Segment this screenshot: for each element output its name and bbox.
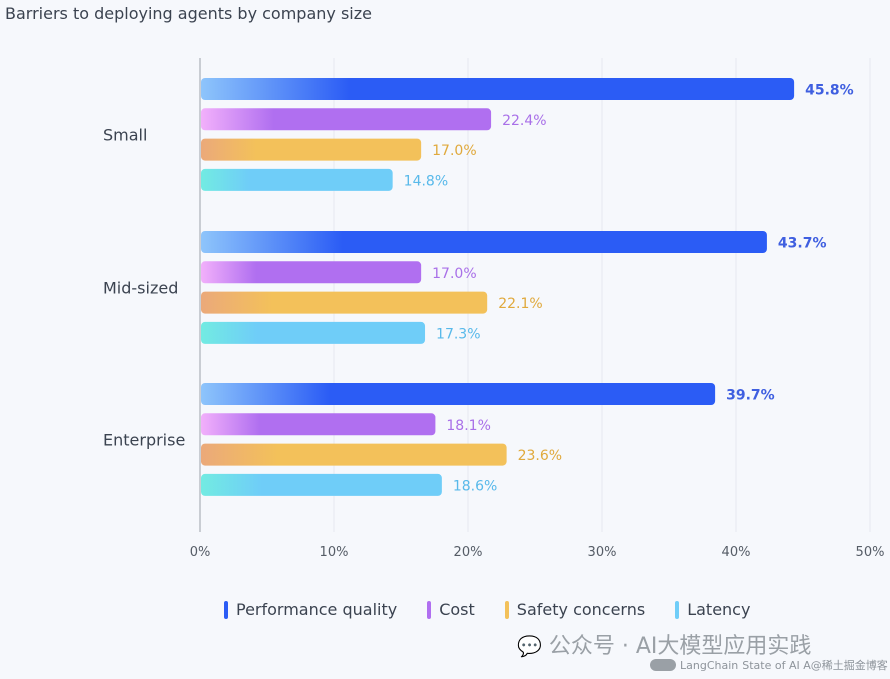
bar-cost [201, 413, 436, 436]
bar-safety-concerns [201, 291, 488, 314]
x-tick-label: 10% [320, 545, 349, 560]
legend-swatch [427, 600, 432, 619]
data-label: 23.6% [518, 448, 562, 464]
x-tick-label: 20% [454, 545, 483, 560]
legend-item: Cost [427, 600, 475, 619]
x-tick-label: 0% [190, 545, 211, 560]
data-label: 39.7% [726, 388, 775, 404]
legend-item: Performance quality [224, 600, 397, 619]
legend-swatch [224, 600, 228, 619]
legend-label: Performance quality [236, 600, 398, 619]
bar-safety-concerns [201, 443, 507, 466]
bar-latency [201, 168, 393, 191]
legend-label: Latency [687, 600, 751, 619]
bar-performance-quality [201, 78, 795, 100]
data-label: 17.3% [436, 326, 480, 342]
category-label: Enterprise [103, 431, 185, 450]
legend-item: Safety concerns [504, 600, 646, 619]
legend-label: Safety concerns [516, 600, 646, 619]
bar-performance-quality [201, 383, 716, 405]
bar-cost [201, 261, 422, 284]
data-label: 18.6% [453, 478, 497, 494]
data-label: 18.1% [446, 418, 490, 434]
x-tick-label: 50% [856, 545, 885, 560]
bar-safety-concerns [201, 138, 422, 161]
data-label: 22.4% [502, 113, 546, 129]
category-label: Small [103, 126, 147, 145]
legend-label: Cost [439, 600, 475, 619]
footer: LangChain State of AI A@稀土掘金博客 [650, 657, 888, 673]
footer-brand: LangChain [680, 658, 739, 672]
bar-performance-quality [201, 231, 767, 253]
bar-cost [201, 108, 492, 131]
data-label: 17.0% [432, 143, 476, 159]
legend-swatch [675, 600, 680, 619]
data-label: 14.8% [404, 173, 448, 189]
watermark: 💬 公众号 · AI大模型应用实践 [517, 628, 811, 660]
data-label: 45.8% [805, 83, 854, 99]
legend: Performance quality Cost Safety concerns La… [224, 600, 750, 619]
legend-item: Latency [675, 600, 750, 619]
data-label: 17.0% [432, 266, 476, 282]
legend-swatch [504, 600, 509, 619]
langchain-logo-icon [650, 659, 676, 671]
footer-text: State of AI A@稀土掘金博客 [742, 659, 888, 672]
x-tick-label: 40% [722, 545, 751, 560]
bar-latency [201, 321, 426, 344]
category-label: Mid-sized [103, 279, 178, 298]
x-tick-label: 30% [588, 545, 617, 560]
data-label: 43.7% [778, 236, 827, 252]
wechat-icon: 💬 [517, 634, 542, 658]
bar-latency [201, 473, 442, 496]
watermark-text: 公众号 · AI大模型应用实践 [548, 634, 812, 659]
chart-title: Barriers to deploying agents by company … [5, 4, 372, 23]
data-label: 22.1% [498, 296, 542, 312]
